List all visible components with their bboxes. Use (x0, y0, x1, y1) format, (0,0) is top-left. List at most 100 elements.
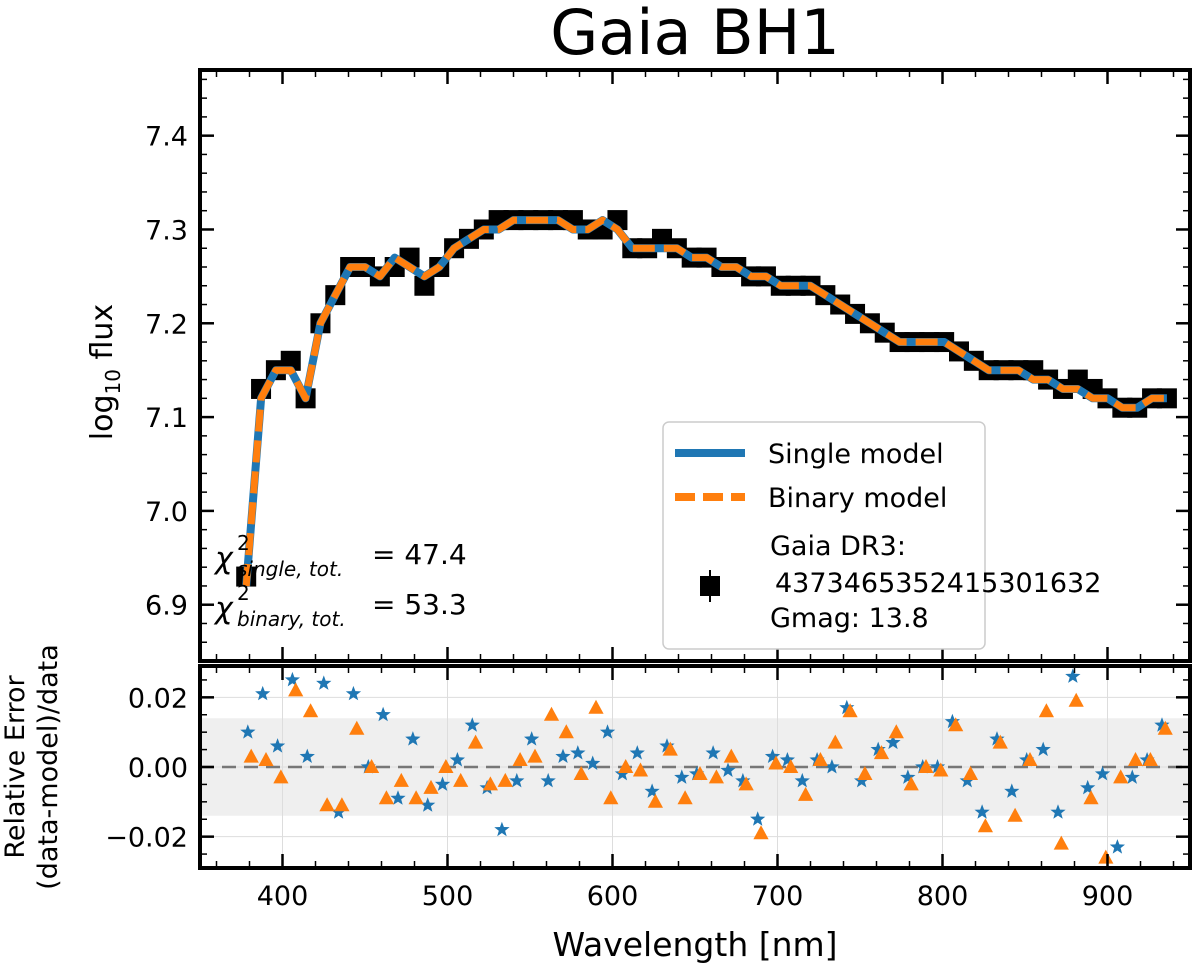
legend-single-label: Single model (768, 439, 944, 470)
residual-binary-point (482, 776, 498, 791)
chi-binary-symbol: χ (213, 591, 234, 626)
residual-single-point (284, 671, 300, 687)
residual-binary-point (302, 703, 319, 718)
residual-binary-point (527, 748, 543, 763)
residual-single-point (449, 752, 465, 767)
chi-single-sup: 2 (237, 531, 250, 555)
residual-plot: −0.02 0.00 0.02 400 500 600 700 800 900 (105, 664, 1192, 912)
residual-single-point (345, 685, 362, 701)
main-y-tick-label: 7.1 (145, 403, 188, 434)
residual-single-point (870, 741, 886, 757)
x-tick-label: 400 (257, 881, 309, 912)
residual-single-point (854, 772, 870, 788)
residual-binary-point (827, 734, 843, 749)
residual-binary-point (948, 717, 964, 732)
residual-binary-point (258, 752, 274, 766)
residual-single-point (735, 772, 751, 788)
residual-single-point (1035, 741, 1051, 757)
residual-binary-point (723, 748, 739, 763)
residual-binary-point (977, 818, 993, 833)
residual-binary-point (783, 759, 799, 773)
chi-binary-annotation: χ 2 binary, tot. = 53.3 (213, 581, 467, 631)
residual-binary-point (618, 759, 634, 773)
residual-single-point (629, 745, 645, 760)
residual-single-point (1004, 783, 1020, 798)
residual-binary-point (319, 797, 335, 812)
main-y-tick-label: 7.4 (145, 122, 188, 153)
residual-single-point (555, 748, 571, 763)
chi-single-symbol: χ (213, 541, 234, 576)
residual-binary-point (903, 776, 919, 791)
residual-single-point (434, 776, 451, 791)
residual-binary-point (393, 772, 409, 787)
residual-binary-point (708, 769, 724, 784)
chi-binary-sub: binary, tot. (237, 607, 346, 631)
legend-data-line2: 4373465352415301632 (775, 568, 1101, 599)
legend-data-marker (700, 576, 720, 596)
chi-binary-sup: 2 (237, 581, 250, 605)
residual-single-point (959, 772, 975, 788)
legend-data-line3: Gmag: 13.8 (770, 603, 929, 634)
residual-binary-point (453, 772, 469, 787)
residual-binary-point (738, 776, 754, 791)
data-point (414, 275, 435, 296)
residual-single-point (989, 731, 1005, 746)
residual-single-point (524, 731, 540, 746)
residual-binary-point (842, 703, 858, 718)
residual-single-point (1065, 668, 1081, 683)
residual-single-point (705, 745, 721, 760)
residual-binary-point (1007, 807, 1023, 822)
residual-binary-point (933, 762, 949, 777)
residual-single-point (405, 731, 421, 746)
residual-single-point (1124, 769, 1140, 784)
x-tick-label: 600 (587, 881, 639, 912)
residual-single-point (269, 738, 286, 753)
residual-binary-point (753, 825, 769, 840)
residual-binary-point (962, 766, 979, 780)
residual-binary-point (857, 766, 873, 780)
residual-binary-point (243, 748, 259, 763)
residual-binary-point (1022, 752, 1038, 766)
x-axis-label: Wavelength [nm] (552, 925, 837, 964)
residual-single-point (1050, 804, 1066, 819)
residual-single-point (331, 804, 347, 819)
residual-binary-point (408, 790, 424, 805)
residual-single-point (824, 759, 840, 774)
main-y-tick-label: 7.0 (145, 497, 188, 528)
residual-binary-point (423, 779, 439, 794)
main-y-label-rest: flux (85, 304, 120, 369)
residual-single-point (794, 772, 810, 788)
x-tick-label: 500 (422, 881, 474, 912)
residual-binary-point (543, 706, 560, 721)
data-point (280, 350, 301, 371)
main-y-label-log: log (85, 394, 120, 440)
residual-single-point (1154, 717, 1170, 732)
residual-binary-point (588, 699, 604, 714)
residual-single-point (375, 706, 391, 722)
residual-single-point (1109, 839, 1125, 854)
residual-binary-point (798, 786, 814, 801)
residual-binary-point (1113, 769, 1129, 784)
residual-single-point (750, 811, 766, 826)
residual-binary-point (662, 741, 678, 756)
main-y-tick-label: 7.2 (145, 309, 188, 340)
legend-data-line1: Gaia DR3: (770, 531, 906, 562)
main-y-tick-label: 7.3 (145, 215, 188, 246)
residual-binary-point (273, 769, 289, 784)
residual-y-tick-label: 0.00 (128, 753, 188, 784)
residual-single-point (509, 772, 525, 788)
residual-binary-point (497, 772, 513, 787)
residual-y-tick-label: −0.02 (105, 823, 188, 854)
residual-y-label-line2: (data-model)/data (33, 644, 64, 890)
chi-binary-value: = 53.3 (372, 588, 467, 621)
residual-binary-point (1098, 849, 1114, 864)
chart-title: Gaia BH1 (550, 0, 840, 69)
residual-binary-point (1038, 703, 1054, 718)
residual-binary-point (467, 734, 484, 749)
main-plot: 6.9 7.0 7.1 7.2 7.3 7.4 (145, 68, 1192, 663)
residual-binary-point (603, 790, 619, 805)
residual-single-point (614, 766, 630, 781)
residual-binary-point (647, 793, 663, 808)
residual-single-point (585, 755, 601, 770)
